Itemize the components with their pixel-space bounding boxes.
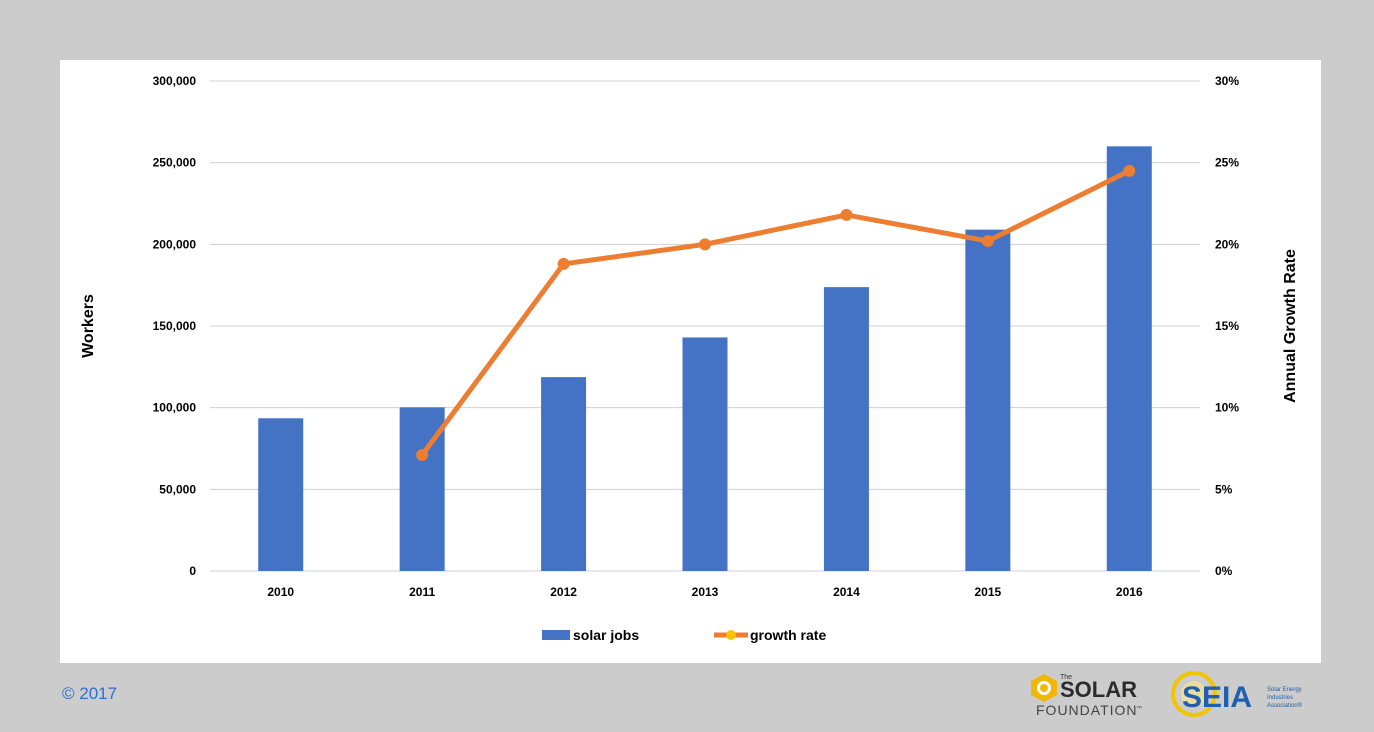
x-tick-label: 2016	[1116, 585, 1143, 599]
y2-tick-label: 30%	[1215, 74, 1239, 88]
seia-tagline-2: Industries	[1267, 695, 1293, 701]
x-tick-label: 2015	[975, 585, 1002, 599]
x-tick-label: 2010	[267, 585, 294, 599]
seia-main-text: SEIA	[1182, 681, 1252, 714]
y-tick-label: 50,000	[159, 482, 196, 496]
growth-point-2015	[981, 235, 994, 248]
seia-tagline-1: Solar Energy	[1267, 687, 1302, 693]
growth-point-2013	[699, 238, 711, 251]
y2-tick-label: 5%	[1215, 482, 1233, 496]
y2-tick-label: 25%	[1215, 156, 1239, 170]
growth-rate-line	[420, 168, 1131, 457]
legend-marker-growth-rate	[726, 630, 736, 640]
growth-point-2011	[416, 449, 429, 462]
legend-label-growth-rate: growth rate	[750, 627, 826, 643]
y-tick-label: 250,000	[153, 156, 197, 170]
solar-hexagon-icon	[1031, 674, 1057, 702]
logo-main-text: SOLAR	[1060, 677, 1137, 702]
logo-tm-text: ™	[1136, 705, 1142, 712]
x-tick-label: 2014	[833, 585, 860, 599]
y2-tick-label: 10%	[1215, 401, 1239, 415]
logo-sub-text: FOUNDATION	[1036, 702, 1138, 718]
bar-2012	[541, 377, 587, 571]
legend-label-solar-jobs: solar jobs	[573, 627, 639, 643]
bar-2010	[258, 418, 304, 571]
y2-axis-title: Annual Growth Rate	[1282, 249, 1299, 403]
copyright-text: © 2017	[62, 684, 118, 703]
y-tick-label: 100,000	[153, 401, 197, 415]
growth-point-2014	[840, 208, 853, 221]
chart-panel: 0 50,000 100,000 150,000 200,000 250,000 300,0…	[60, 60, 1321, 663]
bar-2015	[965, 229, 1011, 571]
y2-tick-label: 15%	[1215, 319, 1239, 333]
x-tick-label: 2011	[409, 585, 435, 599]
bar-2014	[823, 287, 869, 571]
seia-sun-icon	[1171, 671, 1217, 717]
seia-logo: SEIA Solar Energy Industries Association…	[1171, 671, 1303, 717]
y2-tick-label: 20%	[1215, 237, 1239, 251]
growth-point-2016	[1123, 164, 1136, 177]
the-solar-foundation-logo: The SOLAR FOUNDATION ™	[1031, 674, 1142, 718]
y-tick-label: 150,000	[153, 319, 197, 333]
x-tick-label: 2013	[692, 585, 719, 599]
growth-point-2012	[557, 257, 570, 270]
seia-tagline-3: Association®	[1267, 702, 1303, 709]
y2-tick-label: 0%	[1215, 564, 1233, 578]
y-tick-label: 300,000	[153, 74, 197, 88]
chart: 0 50,000 100,000 150,000 200,000 250,000 300,0…	[80, 74, 1299, 643]
y-axis-title: Workers	[80, 294, 97, 358]
legend-swatch-solar-jobs	[542, 630, 570, 640]
bar-2013	[682, 337, 728, 571]
x-tick-label: 2012	[550, 585, 577, 599]
logo-small-text: The	[1060, 674, 1072, 681]
bar-2016	[1106, 146, 1152, 571]
y-tick-label: 200,000	[153, 237, 197, 251]
y-tick-label: 0	[189, 564, 196, 578]
